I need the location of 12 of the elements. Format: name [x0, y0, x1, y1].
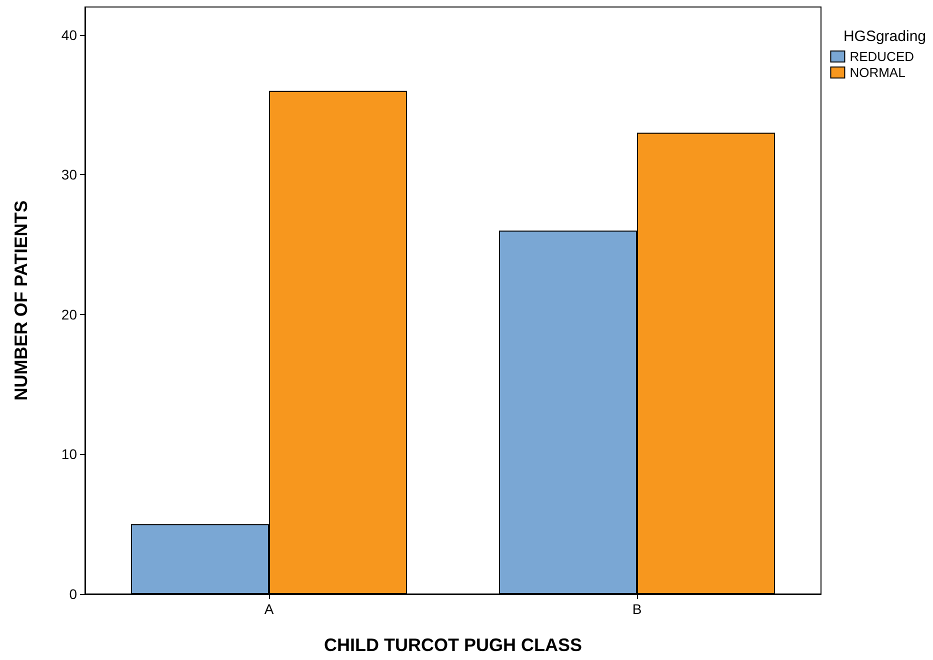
x-tick-label: A [264, 601, 274, 617]
x-axis-title: CHILD TURCOT PUGH CLASS [324, 635, 582, 655]
legend-title: HGSgrading [843, 28, 926, 45]
legend-label: REDUCED [850, 49, 914, 64]
y-tick-label: 20 [61, 306, 78, 322]
x-tick-label: B [632, 601, 642, 617]
y-axis-title: NUMBER OF PATIENTS [11, 200, 31, 401]
y-tick-label: 10 [61, 446, 78, 462]
legend-label: NORMAL [850, 65, 906, 80]
y-tick-label: 30 [61, 166, 78, 183]
y-tick-label: 0 [69, 586, 78, 602]
y-tick-label: 40 [61, 26, 78, 43]
